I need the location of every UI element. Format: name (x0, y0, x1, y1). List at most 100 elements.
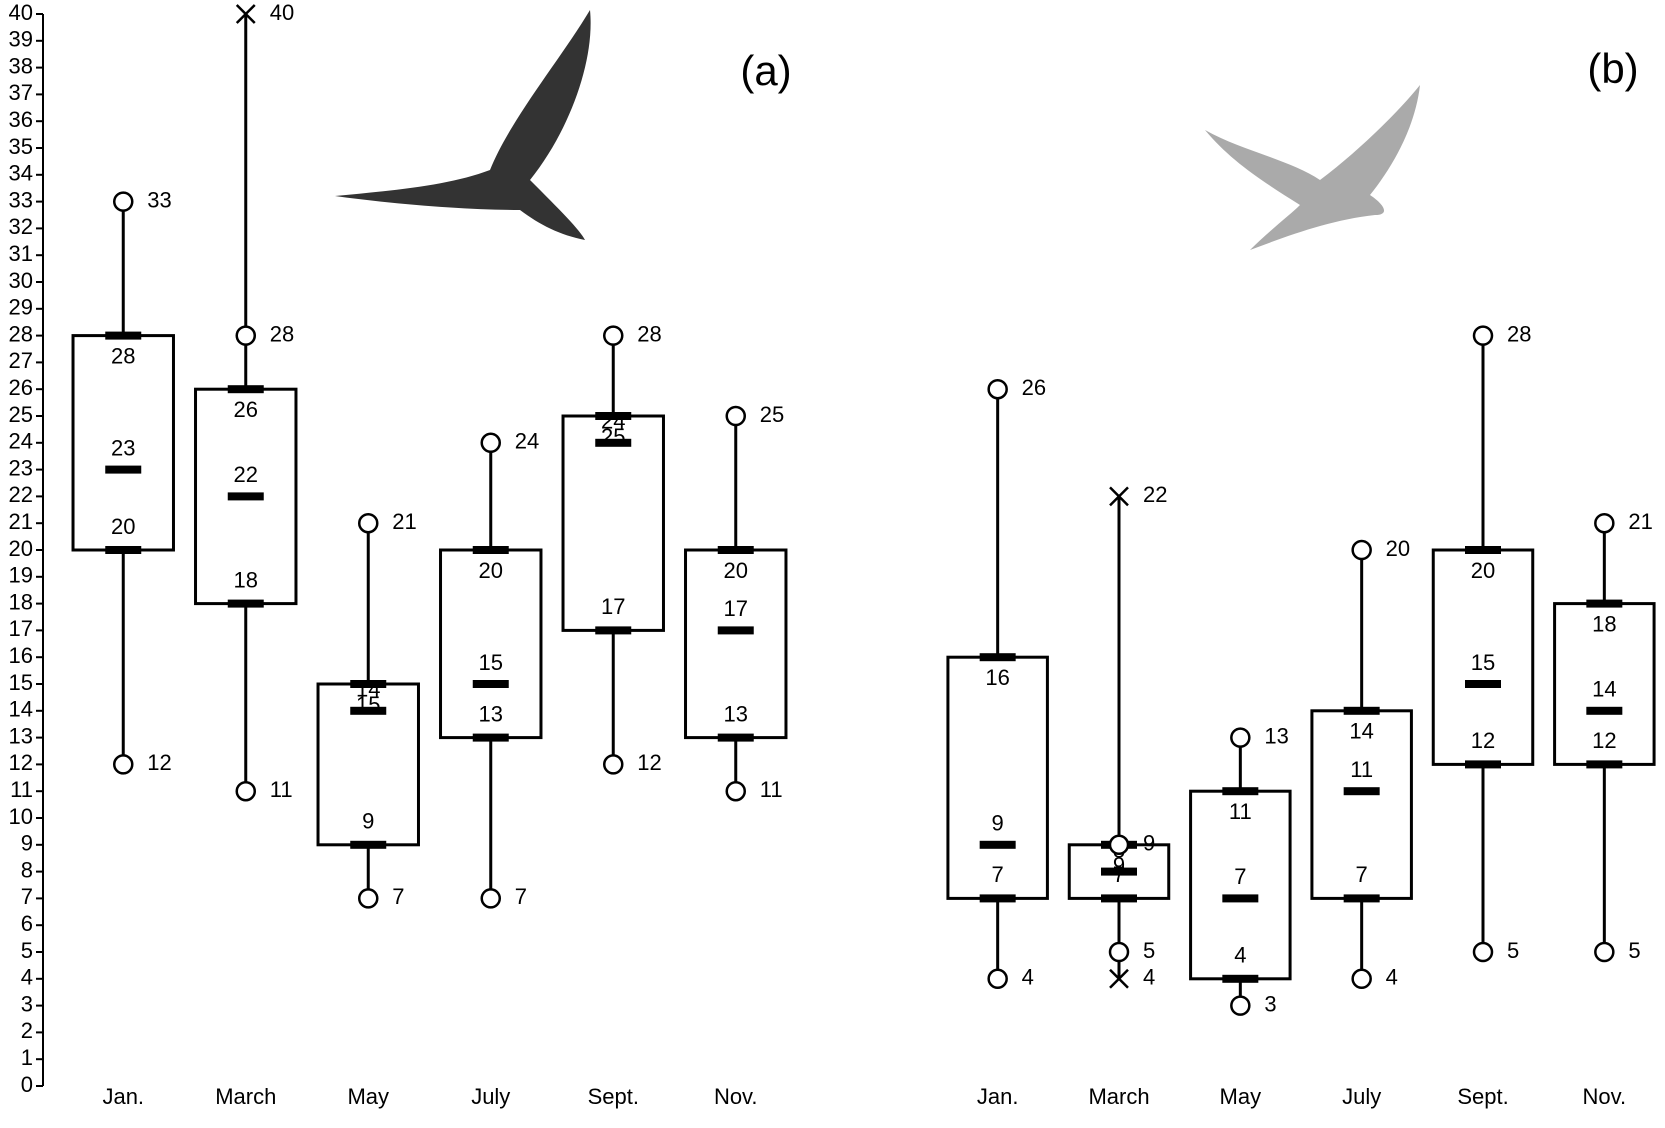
y-tick-label: 3 (21, 991, 33, 1016)
point-circle (1474, 327, 1492, 345)
y-tick-label: 15 (9, 670, 33, 695)
q1-mark (1101, 894, 1137, 902)
q3-mark (980, 653, 1016, 661)
median-mark (595, 439, 631, 447)
point-label: 21 (392, 509, 416, 534)
q1-mark (1222, 975, 1258, 983)
point-label: 28 (637, 321, 661, 346)
y-tick-label: 25 (9, 402, 33, 427)
point-circle (1474, 943, 1492, 961)
median-mark (228, 492, 264, 500)
q1-label: 12 (1471, 728, 1495, 753)
point-label: 5 (1628, 938, 1640, 963)
point-circle (727, 407, 745, 425)
q3-label: 20 (479, 558, 503, 583)
median-mark (105, 466, 141, 474)
x-tick-label: Sept. (1457, 1084, 1508, 1109)
point-circle (1231, 729, 1249, 747)
y-tick-label: 20 (9, 536, 33, 561)
x-tick-label: May (1220, 1084, 1262, 1109)
q3-mark (473, 546, 509, 554)
q3-mark (1586, 600, 1622, 608)
point-label: 3 (1264, 991, 1276, 1016)
q3-label: 20 (724, 558, 748, 583)
q1-mark (595, 626, 631, 634)
x-tick-label: March (215, 1084, 276, 1109)
point-circle (359, 514, 377, 532)
y-tick-label: 9 (21, 831, 33, 856)
hawk-illustration (335, 10, 591, 240)
median-label: 15 (1471, 650, 1495, 675)
q1-label: 20 (111, 514, 135, 539)
y-tick-label: 17 (9, 616, 33, 641)
q1-label: 12 (1592, 728, 1616, 753)
point-label: 20 (1386, 536, 1410, 561)
x-tick-label: Nov. (1583, 1084, 1627, 1109)
y-tick-label: 23 (9, 455, 33, 480)
point-circle (237, 327, 255, 345)
point-circle (1353, 541, 1371, 559)
y-tick-label: 38 (9, 53, 33, 78)
point-label: 5 (1143, 938, 1155, 963)
median-label: 23 (111, 435, 135, 460)
q1-mark (980, 894, 1016, 902)
q1-mark (473, 734, 509, 742)
point-circle (727, 782, 745, 800)
x-tick-label: Sept. (588, 1084, 639, 1109)
y-tick-label: 29 (9, 295, 33, 320)
x-tick-label: Nov. (714, 1084, 758, 1109)
q3-label: 11 (1229, 799, 1252, 824)
q1-mark (105, 546, 141, 554)
y-tick-label: 8 (21, 857, 33, 882)
y-tick-label: 6 (21, 911, 33, 936)
median-label: 14 (356, 677, 380, 702)
point-label: 22 (1143, 482, 1167, 507)
y-tick-label: 0 (21, 1072, 33, 1097)
y-tick-label: 26 (9, 375, 33, 400)
q3-label: 18 (1592, 611, 1616, 636)
y-tick-label: 2 (21, 1018, 33, 1043)
y-tick-label: 10 (9, 804, 33, 829)
y-tick-label: 5 (21, 938, 33, 963)
median-label: 11 (1350, 757, 1373, 782)
q1-label: 4 (1234, 943, 1246, 968)
point-label: 4 (1022, 965, 1034, 990)
median-mark (1222, 894, 1258, 902)
y-tick-label: 35 (9, 134, 33, 159)
point-circle (237, 782, 255, 800)
q3-mark (1344, 707, 1380, 715)
q1-label: 13 (479, 701, 503, 726)
median-mark (350, 707, 386, 715)
point-label: 7 (515, 884, 527, 909)
y-tick-label: 22 (9, 482, 33, 507)
point-label: 12 (637, 750, 661, 775)
y-tick-label: 33 (9, 187, 33, 212)
point-label: 25 (760, 402, 784, 427)
q1-label: 9 (362, 809, 374, 834)
point-label: 4 (1386, 965, 1398, 990)
q1-mark (1586, 760, 1622, 768)
q1-mark (1344, 894, 1380, 902)
point-label: 11 (270, 777, 293, 802)
q1-label: 18 (234, 567, 258, 592)
y-tick-label: 4 (21, 965, 33, 990)
point-circle (989, 380, 1007, 398)
kestrel-illustration (1205, 85, 1420, 250)
median-label: 17 (724, 596, 748, 621)
x-tick-label: Jan. (102, 1084, 144, 1109)
y-tick-label: 36 (9, 107, 33, 132)
median-mark (980, 841, 1016, 849)
y-tick-label: 24 (9, 429, 33, 454)
median-label: 24 (601, 409, 625, 434)
point-label: 5 (1507, 938, 1519, 963)
y-tick-label: 34 (9, 161, 33, 186)
x-tick-label: July (1342, 1084, 1381, 1109)
point-circle (1110, 943, 1128, 961)
q1-mark (350, 841, 386, 849)
y-tick-label: 27 (9, 348, 33, 373)
q3-mark (1465, 546, 1501, 554)
y-tick-label: 11 (10, 777, 33, 802)
median-label: 22 (234, 462, 258, 487)
panel-title: (b) (1587, 45, 1638, 92)
point-label: 4 (1143, 965, 1155, 990)
